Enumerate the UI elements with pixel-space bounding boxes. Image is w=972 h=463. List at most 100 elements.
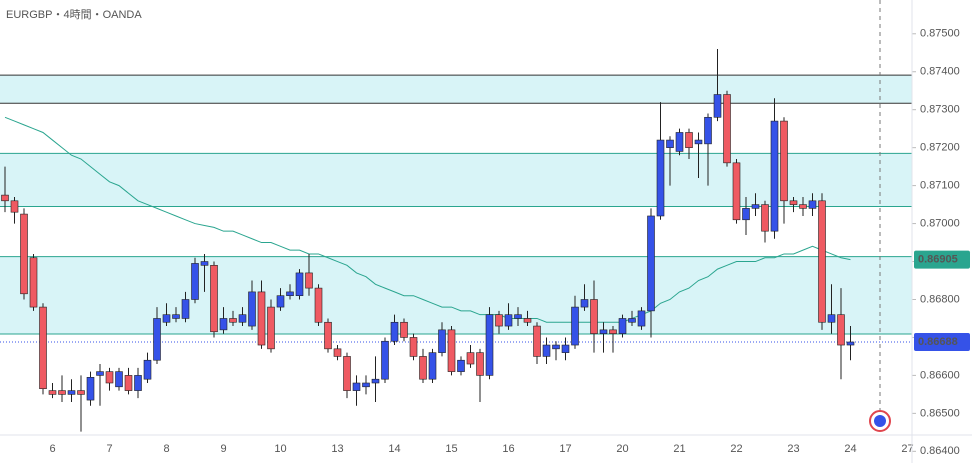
candle-body [409, 337, 418, 357]
candle-body [808, 200, 817, 209]
x-tick-label: 20 [616, 443, 628, 455]
y-tick-label: 0.87000 [920, 217, 960, 229]
x-tick-label: 27 [901, 443, 913, 455]
candle-body [656, 139, 665, 217]
candle-body [723, 94, 731, 164]
candle-body [10, 200, 19, 213]
candle-body [229, 318, 237, 323]
x-tick-label: 21 [673, 443, 685, 455]
candle-body [770, 120, 779, 232]
price-label-bg [914, 333, 970, 352]
candle-body [333, 348, 342, 357]
candle-body [181, 299, 190, 319]
candle-body [732, 162, 741, 221]
candle-body [542, 344, 551, 357]
y-tick-label: 0.87300 [920, 104, 960, 116]
candle-body [29, 257, 38, 308]
candle-body [67, 390, 76, 395]
candle-body [1, 194, 9, 202]
x-tick-label: 10 [274, 443, 286, 455]
candle-body [267, 306, 275, 350]
x-tick-label: 9 [220, 443, 226, 455]
candle-body [599, 329, 608, 334]
candle-body [143, 359, 152, 380]
candle-body [162, 314, 171, 323]
x-tick-label: 22 [730, 443, 742, 455]
candle-body [134, 375, 142, 391]
candle-body [390, 321, 399, 342]
candle-body [419, 356, 427, 380]
x-tick-label: 16 [502, 443, 514, 455]
x-tick-label: 15 [445, 443, 457, 455]
candle-body [514, 314, 522, 319]
candle-body [210, 265, 218, 333]
y-tick-label: 0.86600 [920, 369, 960, 381]
chart-title: EURGBP・4時間・OANDA [6, 8, 142, 21]
candle-body [780, 120, 788, 202]
candle-body [637, 310, 646, 327]
moving-average [4, 116, 851, 323]
candle-body [628, 318, 636, 323]
y-tick-label: 0.86500 [920, 407, 960, 419]
candle-body [219, 318, 228, 331]
candle-body [571, 306, 579, 346]
candle-body [694, 139, 703, 145]
candle-body [305, 272, 313, 289]
zone [0, 153, 912, 207]
candle-body [647, 215, 655, 312]
candle-body [20, 213, 28, 295]
candle-body [58, 390, 66, 395]
candle-body [561, 344, 570, 353]
candle-body [172, 314, 180, 319]
candle-body [495, 314, 503, 327]
candle-body [191, 263, 199, 300]
y-tick-label: 0.86400 [920, 445, 960, 457]
candle-body [286, 291, 294, 296]
price-label: 0.86905 [918, 254, 958, 266]
candle-body [115, 371, 123, 388]
candle-body [96, 371, 104, 376]
candle-body [818, 200, 826, 323]
candle-body [666, 139, 674, 148]
price-label-bg [914, 250, 970, 269]
candle-body [552, 344, 560, 350]
x-tick-label: 6 [49, 443, 55, 455]
candle-body [238, 314, 247, 323]
candle-body [476, 352, 484, 376]
candle-body [48, 390, 57, 395]
candle-body [438, 329, 446, 353]
candle-body [86, 377, 95, 401]
candle-body [751, 204, 760, 209]
y-tick-label: 0.87200 [920, 142, 960, 154]
x-tick-label: 17 [559, 443, 571, 455]
x-tick-label: 24 [844, 443, 856, 455]
candle-body [352, 382, 361, 391]
zone [0, 75, 912, 104]
candle-body [371, 378, 380, 384]
x-tick-label: 14 [388, 443, 400, 455]
candle-body [447, 329, 456, 372]
y-tick-label: 0.87400 [920, 66, 960, 78]
candle-body [685, 132, 693, 148]
candle-body [761, 204, 769, 232]
candle-body [466, 352, 475, 365]
candle-body [124, 375, 133, 391]
candle-body [799, 204, 807, 209]
candle-body [324, 321, 332, 350]
candle-body [153, 318, 161, 361]
y-tick-label: 0.87500 [920, 28, 960, 40]
candle-body [533, 325, 541, 357]
candle-body [295, 272, 304, 296]
candle-body [381, 340, 389, 380]
candle-body [343, 356, 351, 391]
y-tick-label: 0.87100 [920, 180, 960, 192]
candle-body [457, 359, 465, 372]
candle-body [827, 314, 836, 323]
candle-body [362, 382, 370, 388]
candle-body [257, 291, 266, 346]
candle-body [846, 341, 855, 346]
candle-body [789, 200, 798, 205]
candle-body [609, 329, 617, 334]
